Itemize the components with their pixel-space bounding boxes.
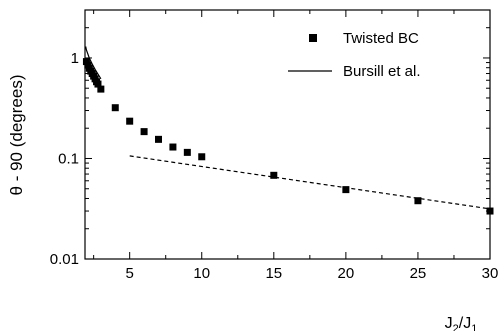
x-tick-label: 10 xyxy=(193,265,210,282)
series-layer xyxy=(82,46,494,215)
x-tick-label: 15 xyxy=(265,265,282,282)
y-tick-label: 0.01 xyxy=(50,251,79,268)
data-point-twisted-bc xyxy=(155,135,163,143)
data-point-twisted-bc xyxy=(126,117,134,125)
series-line-bursill xyxy=(85,46,102,80)
data-point-twisted-bc xyxy=(97,85,105,93)
plot-frame xyxy=(84,9,491,260)
legend-label: Twisted BC xyxy=(343,30,419,47)
data-point-twisted-bc xyxy=(486,207,494,215)
dashed-fit-line xyxy=(129,155,491,210)
data-point-twisted-bc xyxy=(169,143,177,151)
y-tick-label: 0.1 xyxy=(58,150,79,167)
ticks-layer: 5 10 15 20 25 30 0.01 0.1 1 xyxy=(50,9,499,282)
legend-label: Bursill et al. xyxy=(343,63,421,80)
x-tick-label: 5 xyxy=(126,265,134,282)
y-axis-label: θ - 90 (degrees) xyxy=(7,75,26,196)
legend-marker-square xyxy=(309,34,317,42)
data-point-twisted-bc xyxy=(414,197,422,205)
data-point-twisted-bc xyxy=(342,186,350,194)
x-tick-label: 25 xyxy=(410,265,427,282)
data-point-twisted-bc xyxy=(183,148,191,156)
data-point-twisted-bc xyxy=(270,171,278,179)
x-axis-label: J2/J1 xyxy=(445,315,478,331)
legend: Twisted BC Bursill et al. xyxy=(288,30,421,80)
x-tick-label: 30 xyxy=(482,265,499,282)
data-point-twisted-bc xyxy=(111,104,119,112)
data-point-twisted-bc xyxy=(140,128,148,136)
data-point-twisted-bc xyxy=(198,153,206,161)
x-tick-label: 20 xyxy=(338,265,355,282)
data-point-twisted-bc xyxy=(94,80,102,88)
y-tick-label: 1 xyxy=(71,50,79,67)
